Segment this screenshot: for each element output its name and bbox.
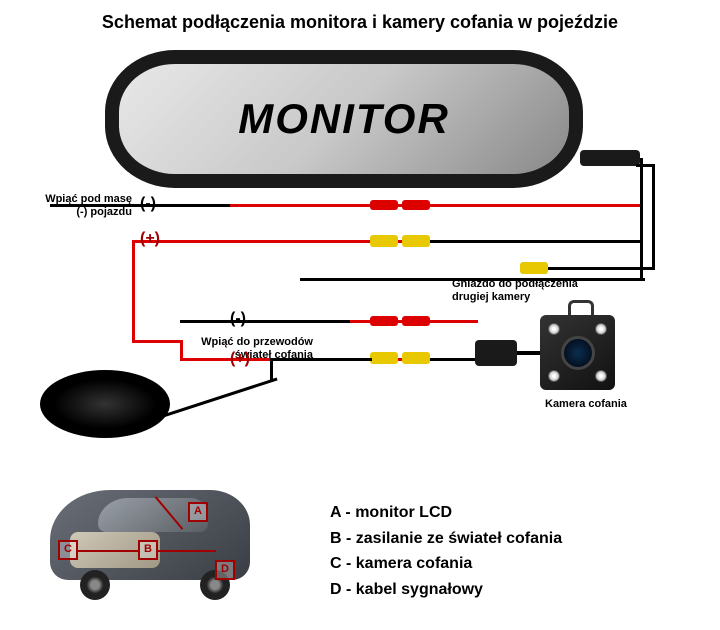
camera-led-icon — [595, 323, 607, 335]
plug-red-upper-1 — [370, 200, 398, 210]
plug-yellow-lower-1 — [370, 352, 398, 364]
wire-red-vert — [132, 240, 135, 340]
car-marker-c: C — [58, 540, 78, 560]
car-line-cb — [76, 550, 140, 552]
polarity-plus-upper: (+) — [140, 230, 160, 248]
car-wheel-front — [80, 570, 110, 600]
camera-led-icon — [548, 370, 560, 382]
car-marker-b: B — [138, 540, 158, 560]
wire-pos-upper-r2 — [430, 204, 640, 207]
monitor-connector — [580, 150, 640, 166]
monitor-mirror: MONITOR — [105, 50, 583, 188]
legend-c: C - kamera cofania — [330, 551, 562, 577]
wire-black-h1 — [545, 267, 655, 270]
wire-sig-lower-r — [430, 358, 478, 361]
spool-lead-h — [270, 358, 372, 361]
car-marker-d: D — [215, 560, 235, 580]
camera-lens-icon — [561, 336, 595, 370]
car-marker-a: A — [188, 502, 208, 522]
plug-red-lower-1 — [370, 316, 398, 326]
legend-d-text: kabel sygnałowy — [356, 581, 483, 598]
legend-b-text: zasilanie ze świateł cofania — [356, 530, 562, 547]
legend-d: D - kabel sygnałowy — [330, 577, 562, 603]
plug-yellow-lower-2 — [402, 352, 430, 364]
polarity-plus-lower: (+) — [230, 350, 250, 368]
legend-b: B - zasilanie ze świateł cofania — [330, 526, 562, 552]
wire-sig-upper-r — [430, 240, 640, 243]
reverse-camera — [540, 315, 615, 390]
legend-c-text: kamera cofania — [356, 555, 473, 572]
camera-led-icon — [548, 323, 560, 335]
diagram-title: Schemat podłączenia monitora i kamery co… — [0, 12, 720, 33]
wire-neg-lower — [180, 320, 350, 323]
cable-spool — [40, 370, 170, 438]
second-camera-jack — [520, 262, 548, 274]
label-mass: Wpiąć pod masę(-) pojazdu — [12, 193, 132, 219]
polarity-minus-upper: (-) — [140, 195, 156, 213]
wire-pos-upper-r — [230, 204, 430, 207]
legend: A - monitor LCD B - zasilanie ze świateł… — [330, 500, 562, 602]
legend-a-text: monitor LCD — [355, 504, 452, 521]
wire-red-lower-2 — [430, 320, 478, 323]
plug-red-upper-2 — [402, 200, 430, 210]
plug-yellow-upper-1 — [370, 235, 398, 247]
wire-black-down2 — [652, 164, 655, 269]
car-line-bd — [156, 550, 216, 552]
label-camera: Kamera cofania — [545, 398, 627, 411]
vehicle-illustration: A B C D — [50, 480, 250, 595]
spool-lead — [162, 378, 277, 418]
plug-yellow-upper-2 — [402, 235, 430, 247]
monitor-label: MONITOR — [238, 95, 450, 143]
plug-red-lower-2 — [402, 316, 430, 326]
camera-led-icon — [595, 370, 607, 382]
spool-lead-v — [270, 360, 273, 382]
wire-joiner — [640, 205, 643, 243]
legend-a: A - monitor LCD — [330, 500, 562, 526]
polarity-minus-lower: (-) — [230, 310, 246, 328]
camera-connector — [475, 340, 517, 366]
